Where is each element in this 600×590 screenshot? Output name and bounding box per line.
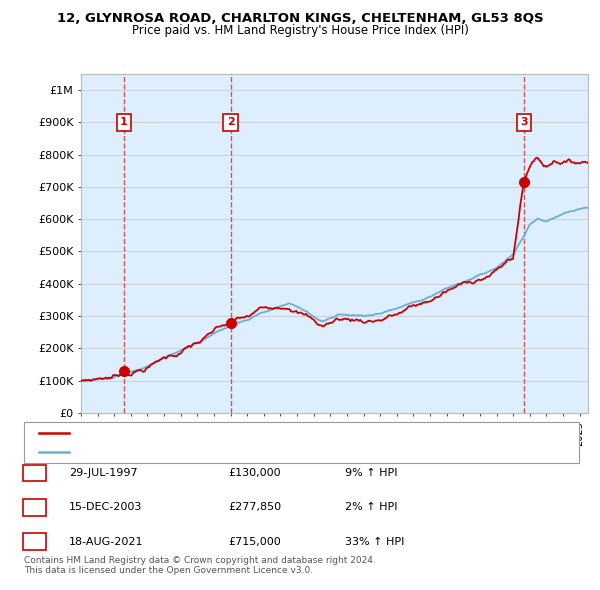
Text: Price paid vs. HM Land Registry's House Price Index (HPI): Price paid vs. HM Land Registry's House … bbox=[131, 24, 469, 37]
Text: 1: 1 bbox=[120, 117, 128, 127]
Text: 12, GLYNROSA ROAD, CHARLTON KINGS, CHELTENHAM, GL53 8QS (detached house): 12, GLYNROSA ROAD, CHARLTON KINGS, CHELT… bbox=[73, 428, 484, 438]
Text: 1: 1 bbox=[31, 468, 38, 478]
Text: 2: 2 bbox=[227, 117, 235, 127]
Text: 2: 2 bbox=[31, 503, 38, 512]
Text: 15-DEC-2003: 15-DEC-2003 bbox=[69, 503, 142, 512]
Text: £130,000: £130,000 bbox=[228, 468, 281, 478]
Text: 29-JUL-1997: 29-JUL-1997 bbox=[69, 468, 137, 478]
Text: 12, GLYNROSA ROAD, CHARLTON KINGS, CHELTENHAM, GL53 8QS: 12, GLYNROSA ROAD, CHARLTON KINGS, CHELT… bbox=[56, 12, 544, 25]
Bar bbox=[230, 74, 524, 413]
Text: HPI: Average price, detached house, Cheltenham: HPI: Average price, detached house, Chel… bbox=[73, 447, 314, 457]
Bar bbox=[81, 74, 124, 413]
Text: Contains HM Land Registry data © Crown copyright and database right 2024.
This d: Contains HM Land Registry data © Crown c… bbox=[24, 556, 376, 575]
Text: 9% ↑ HPI: 9% ↑ HPI bbox=[345, 468, 398, 478]
Text: 3: 3 bbox=[31, 537, 38, 546]
Bar bbox=[524, 74, 588, 413]
Text: 18-AUG-2021: 18-AUG-2021 bbox=[69, 537, 143, 546]
Text: £277,850: £277,850 bbox=[228, 503, 281, 512]
Text: 3: 3 bbox=[520, 117, 527, 127]
Text: £715,000: £715,000 bbox=[228, 537, 281, 546]
Text: 2% ↑ HPI: 2% ↑ HPI bbox=[345, 503, 398, 512]
Text: 33% ↑ HPI: 33% ↑ HPI bbox=[345, 537, 404, 546]
Bar bbox=[124, 74, 230, 413]
